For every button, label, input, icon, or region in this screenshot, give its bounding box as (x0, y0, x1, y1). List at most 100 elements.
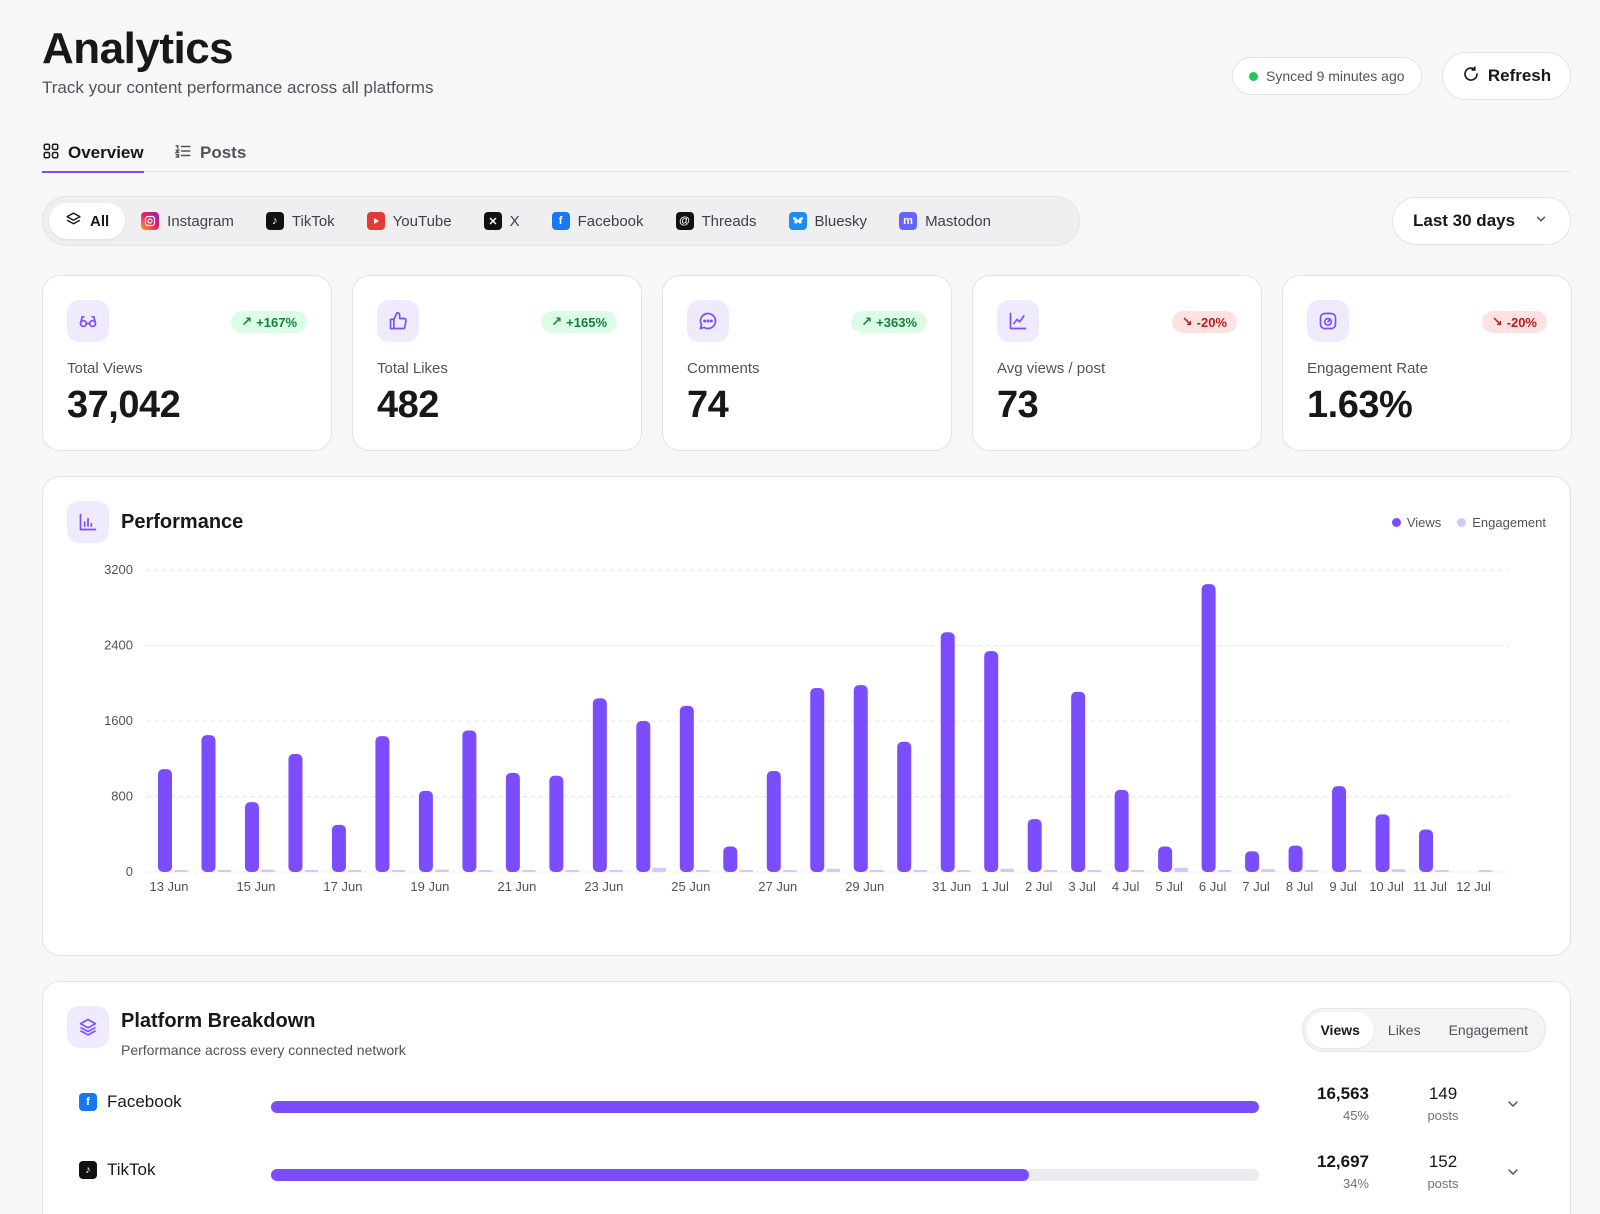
platform-posts-label: posts (1427, 1108, 1459, 1123)
views-bar (984, 651, 999, 872)
x-tick-label: 12 Jul (1456, 879, 1491, 894)
gauge-icon (1307, 300, 1349, 342)
views-bar (592, 698, 607, 872)
platform-share-percent: 34% (1342, 1176, 1369, 1191)
stat-change-badge: ↗ +165% (541, 311, 617, 333)
views-bar (636, 721, 651, 872)
tab-overview-label: Overview (68, 143, 144, 162)
engagement-bar (1087, 870, 1102, 872)
platform-chip-threads[interactable]: @ Threads (660, 203, 773, 239)
y-tick-label: 3200 (104, 562, 133, 577)
x-tick-label: 4 Jul (1112, 879, 1140, 894)
stat-change: -20% (1506, 314, 1537, 330)
engagement-bar (347, 870, 362, 872)
tiktok-icon: ♪ (265, 212, 284, 230)
views-bar (1332, 786, 1347, 872)
views-bar (1288, 845, 1303, 872)
metric-engagement-button[interactable]: Engagement (1448, 1022, 1528, 1038)
x-tick-label: 19 Jun (410, 879, 449, 894)
platform-chip-instagram[interactable]: Instagram (125, 203, 250, 239)
bluesky-icon (788, 212, 807, 230)
date-range-select[interactable]: Last 30 days (1392, 197, 1571, 245)
glasses-icon (67, 300, 109, 342)
platform-posts: 152 posts (1413, 1152, 1473, 1191)
tab-posts-label: Posts (200, 143, 247, 162)
views-bar (331, 824, 346, 872)
platform-share-bar (271, 1101, 1259, 1113)
x-icon (483, 212, 502, 230)
legend-dot-views (1391, 518, 1401, 527)
platform-row-facebook[interactable]: f Facebook 16,563 45% 149 posts (79, 1080, 1529, 1130)
breakdown-metric-toggle: Views Likes Engagement (1302, 1008, 1546, 1052)
refresh-icon (1462, 65, 1480, 88)
tab-overview[interactable]: Overview (42, 134, 144, 173)
performance-chart: 0 800 1600 2400 3200 13 Jun 15 Jun 17 Jun 19 Jun… (104, 562, 1509, 894)
platform-chip-facebook[interactable]: f Facebook (536, 203, 660, 239)
views-bar (505, 772, 520, 872)
legend-item-engagement[interactable]: Engagement (1457, 515, 1546, 530)
x-tick-label: 11 Jul (1413, 879, 1447, 894)
chevron-down-icon[interactable] (1505, 1096, 1521, 1117)
stat-card-total-views: ↗ +167% Total Views 37,042 (42, 275, 332, 451)
sync-status-dot (1249, 71, 1258, 81)
stat-label: Total Views (67, 360, 143, 377)
tab-posts[interactable]: Posts (174, 134, 246, 172)
engagement-bar (217, 870, 232, 872)
chevron-down-icon[interactable] (1505, 1164, 1521, 1185)
platform-chip-label: YouTube (392, 212, 452, 230)
engagement-bar (782, 870, 797, 872)
chevron-down-icon (1534, 211, 1548, 231)
youtube-icon (366, 212, 385, 230)
grid-icon (42, 142, 60, 165)
platform-name: ♪ TikTok (79, 1160, 156, 1180)
instagram-icon (141, 212, 160, 230)
engagement-bar (1217, 870, 1232, 872)
views-bar (201, 735, 216, 872)
metric-likes-button[interactable]: Likes (1387, 1022, 1421, 1038)
platform-chip-x[interactable]: X (468, 203, 536, 239)
platform-chip-label: X (509, 212, 520, 230)
x-tick-label: 31 Jun (932, 879, 971, 894)
page-subtitle: Track your content performance across al… (42, 78, 434, 97)
platform-share-percent: 45% (1342, 1108, 1369, 1123)
platform-chip-tiktok[interactable]: ♪ TikTok (250, 203, 351, 239)
x-tick-label: 27 Jun (758, 879, 797, 894)
platform-chip-all[interactable]: All (49, 203, 126, 239)
views-bar (1114, 789, 1129, 872)
platform-label: TikTok (107, 1160, 156, 1179)
tiktok-icon: ♪ (79, 1161, 97, 1179)
metric-views-button[interactable]: Views (1306, 1012, 1374, 1048)
engagement-bar (956, 870, 971, 872)
platform-chip-youtube[interactable]: YouTube (351, 203, 468, 239)
stat-card-engagement-rate: ↘ -20% Engagement Rate 1.63% (1282, 275, 1572, 451)
chat-icon (687, 300, 729, 342)
bar-chart-icon (67, 501, 109, 543)
sync-status-badge: Synced 9 minutes ago (1232, 57, 1422, 95)
performance-title: Performance (121, 511, 244, 533)
views-bar (1245, 851, 1260, 872)
platform-chip-mastodon[interactable]: m Mastodon (883, 203, 1007, 239)
stat-change-badge: ↗ +167% (231, 311, 307, 333)
facebook-icon: f (79, 1093, 97, 1111)
line-chart-icon (997, 300, 1039, 342)
x-tick-label: 1 Jul (981, 879, 1009, 894)
y-tick-label: 0 (126, 864, 133, 879)
refresh-button[interactable]: Refresh (1442, 52, 1571, 100)
y-tick-label: 800 (111, 789, 133, 804)
platform-chip-bluesky[interactable]: Bluesky (773, 203, 884, 239)
stat-label: Engagement Rate (1307, 360, 1428, 377)
chart-legend: Views Engagement (1391, 515, 1546, 530)
views-bar (1071, 691, 1086, 872)
breakdown-subtitle: Performance across every connected netwo… (121, 1042, 406, 1058)
list-icon (174, 142, 192, 165)
platform-value-number: 16,563 (1317, 1084, 1369, 1103)
legend-item-views[interactable]: Views (1391, 515, 1441, 530)
engagement-bar (869, 870, 884, 872)
views-bar (1027, 819, 1042, 872)
platform-chip-label: Facebook (577, 212, 644, 230)
engagement-bar (1304, 870, 1319, 872)
engagement-bar (434, 869, 449, 872)
engagement-bar (1000, 868, 1015, 872)
platform-row-tiktok[interactable]: ♪ TikTok 12,697 34% 152 posts (79, 1148, 1529, 1198)
platform-posts: 149 posts (1413, 1084, 1473, 1123)
